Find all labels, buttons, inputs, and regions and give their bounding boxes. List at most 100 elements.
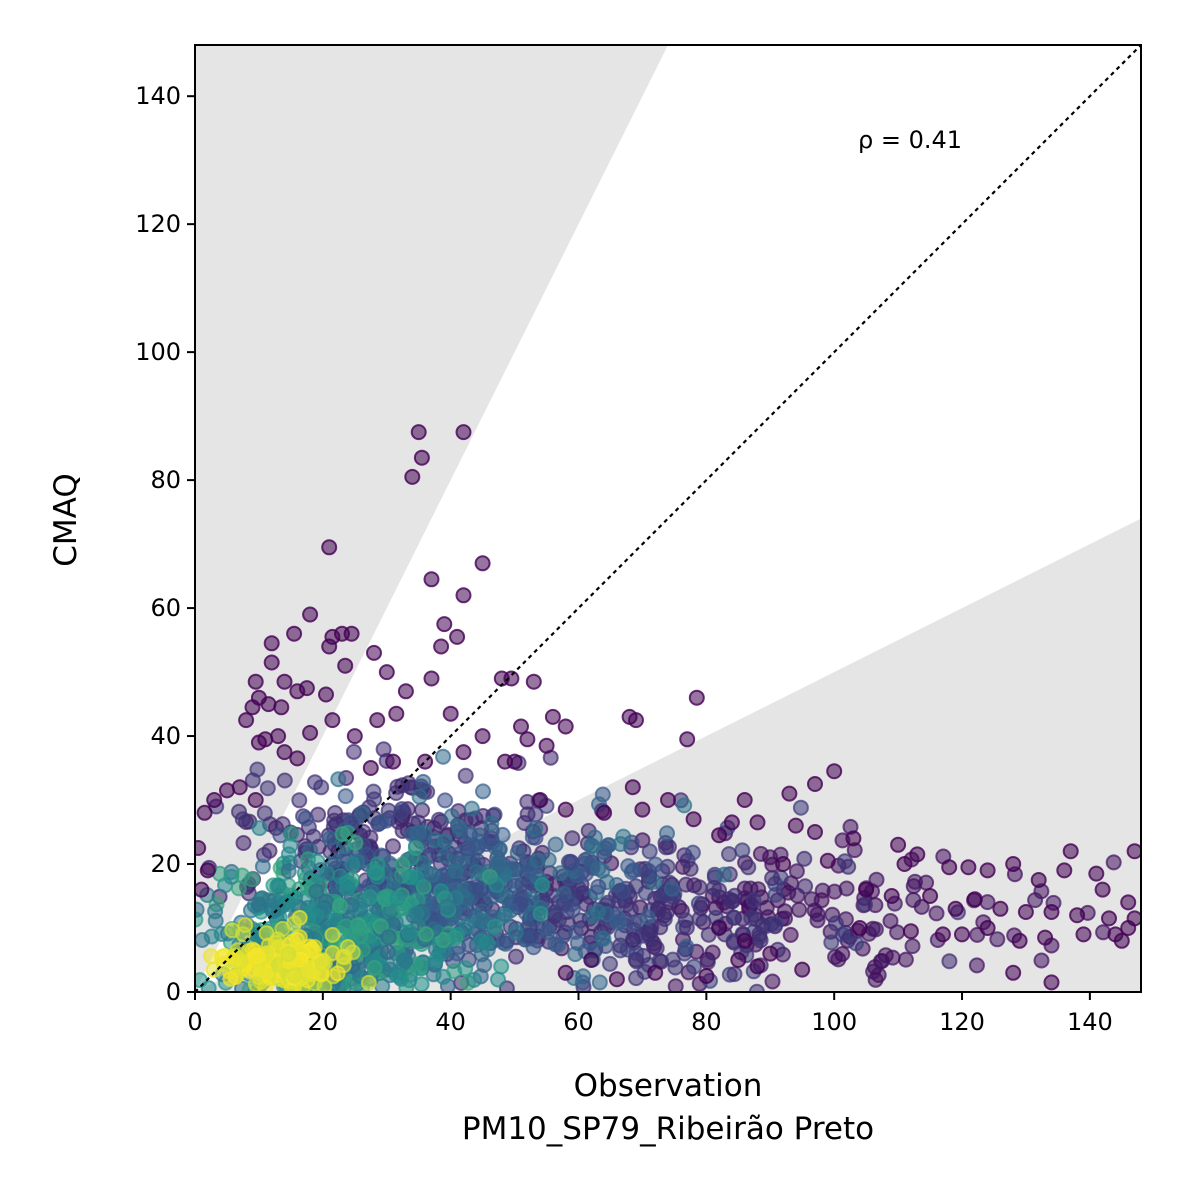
scatter-point	[508, 948, 524, 965]
scatter-point	[1011, 932, 1028, 949]
scatter-point	[538, 737, 555, 754]
scatter-point	[231, 779, 248, 796]
scatter-point	[195, 932, 211, 948]
scatter-point	[337, 657, 354, 674]
scatter-point	[493, 958, 510, 975]
scatter-point	[907, 873, 923, 890]
scatter-point	[324, 712, 341, 729]
scatter-point	[256, 805, 273, 822]
scatter-point	[247, 673, 264, 690]
scatter-point	[394, 856, 411, 873]
scatter-point	[590, 878, 607, 895]
scatter-point	[691, 879, 708, 896]
scatter-point	[389, 778, 406, 795]
scatter-point	[386, 872, 403, 889]
scatter-point	[557, 718, 574, 735]
scatter-point	[369, 868, 386, 885]
x-tick-label: 120	[939, 1008, 985, 1036]
x-axis-ticks: 0 20 40 60 80 100 120 140	[187, 992, 1113, 1036]
scatter-point	[858, 881, 875, 898]
scatter-point	[992, 900, 1009, 917]
scatter-point	[721, 846, 737, 863]
scatter-point	[678, 876, 694, 893]
scatter-point	[332, 897, 348, 914]
scatter-point	[1005, 964, 1022, 981]
scatter-point	[602, 955, 618, 972]
x-tick-label: 100	[811, 1008, 857, 1036]
y-tick-label: 40	[150, 722, 181, 750]
scatter-point	[690, 895, 707, 912]
scatter-point	[557, 801, 574, 818]
scatter-point	[388, 705, 405, 722]
y-axis-ticks: 0 20 40 60 80 100 120 140	[135, 82, 195, 1006]
scatter-point	[1088, 865, 1105, 882]
scatter-point	[522, 927, 539, 944]
scatter-point	[534, 877, 551, 893]
y-axis-label: CMAQ	[48, 473, 84, 566]
scatter-point	[447, 929, 464, 946]
scatter-point	[836, 853, 853, 870]
scatter-point	[490, 971, 506, 988]
scatter-point	[401, 924, 418, 941]
scatter-point	[436, 616, 453, 633]
scatter-point	[313, 779, 330, 796]
scatter-point	[705, 880, 722, 896]
scatter-point	[196, 804, 213, 821]
scatter-point	[244, 699, 261, 716]
scatter-point	[366, 959, 383, 976]
scatter-point	[532, 905, 549, 922]
scatter-point	[968, 957, 985, 974]
scatter-point	[979, 920, 996, 936]
scatter-point	[628, 712, 644, 729]
scatter-point	[612, 836, 629, 852]
scatter-point	[436, 848, 453, 865]
scatter-point	[819, 852, 836, 869]
scatter-point	[762, 945, 779, 962]
scatter-point	[476, 957, 493, 973]
identity-line-layer	[195, 45, 1141, 992]
scatter-point	[455, 744, 472, 761]
scatter-point	[334, 826, 351, 842]
scatter-point	[468, 879, 485, 896]
scatter-point	[873, 953, 889, 970]
scatter-point	[813, 892, 830, 909]
scatter-point	[624, 931, 641, 948]
scatter-point	[263, 635, 280, 652]
scatter-point	[736, 932, 753, 949]
scatter-point	[595, 930, 612, 947]
rho-annotation: ρ = 0.41	[858, 126, 962, 154]
y-tick-label: 80	[150, 466, 181, 494]
scatter-point	[867, 921, 884, 938]
scatter-point	[767, 915, 784, 932]
x-axis-sublabel: PM10_SP79_Ribeirão Preto	[462, 1111, 874, 1147]
scatter-point	[941, 953, 958, 970]
scatter-point	[273, 699, 290, 716]
scatter-point	[909, 846, 926, 863]
scatter-point	[676, 797, 693, 814]
scatter-point	[660, 792, 676, 808]
scatter-point	[345, 743, 362, 760]
scatter-point	[594, 862, 611, 879]
scatter-point	[883, 888, 900, 904]
scatter-point	[436, 833, 453, 850]
scatter-point	[222, 970, 239, 987]
scatter-point	[647, 964, 664, 981]
scatter-point	[250, 896, 267, 913]
scatter-point	[494, 826, 511, 843]
scatter-point	[354, 805, 371, 822]
scatter-point	[385, 753, 402, 770]
scatter-point	[678, 938, 695, 955]
scatter-point	[979, 894, 996, 911]
scatter-point	[238, 712, 255, 729]
scatter-point	[569, 935, 586, 951]
scatter-point	[344, 856, 361, 873]
scatter-point	[486, 918, 503, 935]
scatter-point	[890, 836, 907, 853]
scatter-point	[743, 910, 760, 927]
scatter-point	[1043, 904, 1060, 920]
scatter-point	[318, 686, 334, 703]
scatter-point	[623, 864, 640, 881]
scatter-point	[764, 973, 781, 990]
scatter-point	[934, 926, 951, 943]
scatter-point	[614, 883, 631, 900]
